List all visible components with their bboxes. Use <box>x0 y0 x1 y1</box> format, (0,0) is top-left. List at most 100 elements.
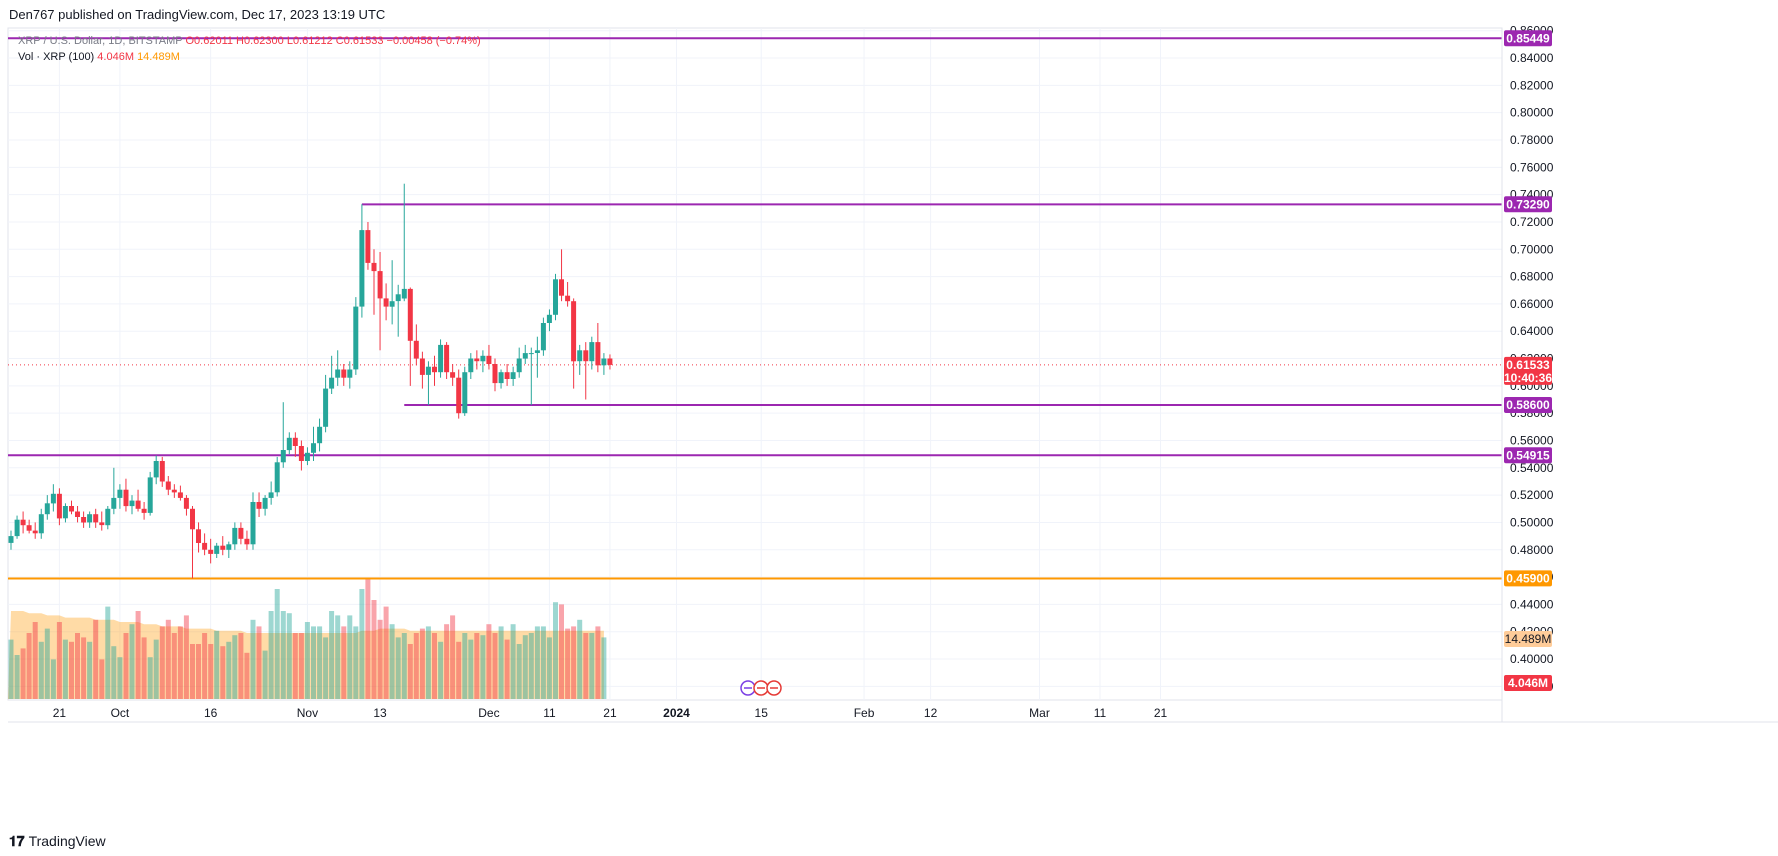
price-tick-label: 0.72000 <box>1510 215 1554 229</box>
volume-bar <box>244 652 250 699</box>
candle-body <box>365 230 371 263</box>
vol-tag-bg <box>1504 675 1552 691</box>
volume-bar <box>304 622 310 699</box>
candle-body <box>462 372 468 414</box>
volume-bar <box>56 622 62 699</box>
volume-bar <box>401 633 407 699</box>
time-tick-label: 2024 <box>663 706 690 720</box>
candle-body <box>244 538 250 545</box>
candle-body <box>238 527 244 539</box>
level-tag: 0.73290 <box>1506 197 1550 211</box>
candle-body <box>444 344 450 373</box>
volume-bar <box>486 624 492 699</box>
candle-body <box>129 500 135 507</box>
volume-bar <box>280 611 286 699</box>
candle-body <box>159 461 165 482</box>
volume-bar <box>311 626 316 699</box>
candle-body <box>323 388 329 427</box>
price-tick-label: 0.66000 <box>1510 297 1554 311</box>
volume-bar <box>480 635 486 699</box>
candle-body <box>117 489 123 498</box>
volume-bar <box>183 615 189 699</box>
volume-bar <box>220 646 226 699</box>
volume-bar <box>262 650 268 699</box>
volume-bar <box>81 637 87 699</box>
volume-bar <box>468 639 474 699</box>
candle-body <box>589 342 595 362</box>
volume-bar <box>450 615 456 699</box>
time-tick-label: Dec <box>478 706 499 720</box>
volume-bar <box>256 626 262 699</box>
volume-bar <box>365 578 371 699</box>
candle-body <box>304 452 310 461</box>
axis-tags: 0.85449 0.73290 0.58600 0.54915 0.45900 0.615… <box>1504 30 1552 691</box>
last-price-tag-bg <box>1504 356 1552 385</box>
level-tag: 0.85449 <box>1506 31 1550 45</box>
volume-bar <box>141 637 147 699</box>
time-tick-label: 11 <box>543 706 556 720</box>
volume-bar <box>250 619 256 699</box>
volume-bar <box>129 624 135 699</box>
price-tick-label: 0.40000 <box>1510 652 1554 666</box>
candle-body <box>87 514 93 523</box>
level-tag-bg <box>1504 30 1552 47</box>
candle-body <box>99 522 105 526</box>
price-tick-label: 0.48000 <box>1510 543 1554 557</box>
level-tag-bg <box>1504 447 1552 464</box>
volume-bar <box>432 633 437 699</box>
level-tag-bg <box>1504 196 1552 213</box>
publish-header: Den767 published on TradingView.com, Dec… <box>0 0 1778 28</box>
price-tick-label: 0.52000 <box>1510 488 1554 502</box>
candle-body <box>111 497 117 509</box>
volume-bar <box>565 628 571 699</box>
candle-body <box>565 295 571 302</box>
symbol-legend: XRP / U.S. Dollar, 1D, BITSTAMP O0.62011… <box>18 35 481 47</box>
time-tick-label: 15 <box>755 706 769 720</box>
volume-label: Vol · XRP (100) <box>18 51 95 63</box>
volume-bar <box>492 633 498 699</box>
candle-body <box>105 508 111 526</box>
volume-legend: Vol · XRP (100) 4.046M 14.489M <box>18 51 180 63</box>
candle-body <box>292 437 298 446</box>
volume-bar <box>516 644 522 699</box>
time-tick-label: Oct <box>111 706 130 720</box>
level-tag-bg <box>1504 570 1552 587</box>
candle-body <box>50 493 56 504</box>
candle-body <box>456 377 462 414</box>
volume-bar <box>377 619 383 699</box>
candle-body <box>559 279 564 296</box>
volume-bar <box>413 633 419 699</box>
tradingview-logo[interactable]: 𝟏𝟕 TradingView <box>9 833 106 850</box>
volume-bar <box>347 615 353 699</box>
brand-name: TradingView <box>28 833 106 849</box>
volume-bar <box>540 626 546 699</box>
candle-body <box>383 298 389 307</box>
tv-logo-icon: 𝟏𝟕 <box>9 833 25 849</box>
horizontal-levels <box>8 37 1502 580</box>
volume-bar <box>438 641 444 699</box>
price-tick-label: 0.84000 <box>1510 51 1554 65</box>
candle-body <box>607 358 613 365</box>
volume-bar <box>190 644 195 699</box>
candle-body <box>196 529 201 543</box>
volume-bar <box>32 622 38 699</box>
candle-body <box>425 366 431 375</box>
candle-body <box>75 511 80 517</box>
volume-bar <box>504 639 510 699</box>
time-tick-label: 12 <box>924 706 938 720</box>
volume-bar <box>571 626 577 699</box>
volume-bar <box>62 639 68 699</box>
volume-bar <box>444 624 450 699</box>
candle-body <box>20 519 26 526</box>
volume-bar <box>595 626 601 699</box>
volume-bar <box>214 630 220 699</box>
price-tick-label: 0.78000 <box>1510 133 1554 147</box>
volume-bar <box>117 657 123 699</box>
volume-bar <box>589 633 595 699</box>
footer: 𝟏𝟕 TradingView <box>0 826 1778 856</box>
volume-bar <box>196 644 201 699</box>
candle-body <box>177 492 183 498</box>
candle-body <box>413 340 419 359</box>
volume-bar <box>546 637 552 699</box>
